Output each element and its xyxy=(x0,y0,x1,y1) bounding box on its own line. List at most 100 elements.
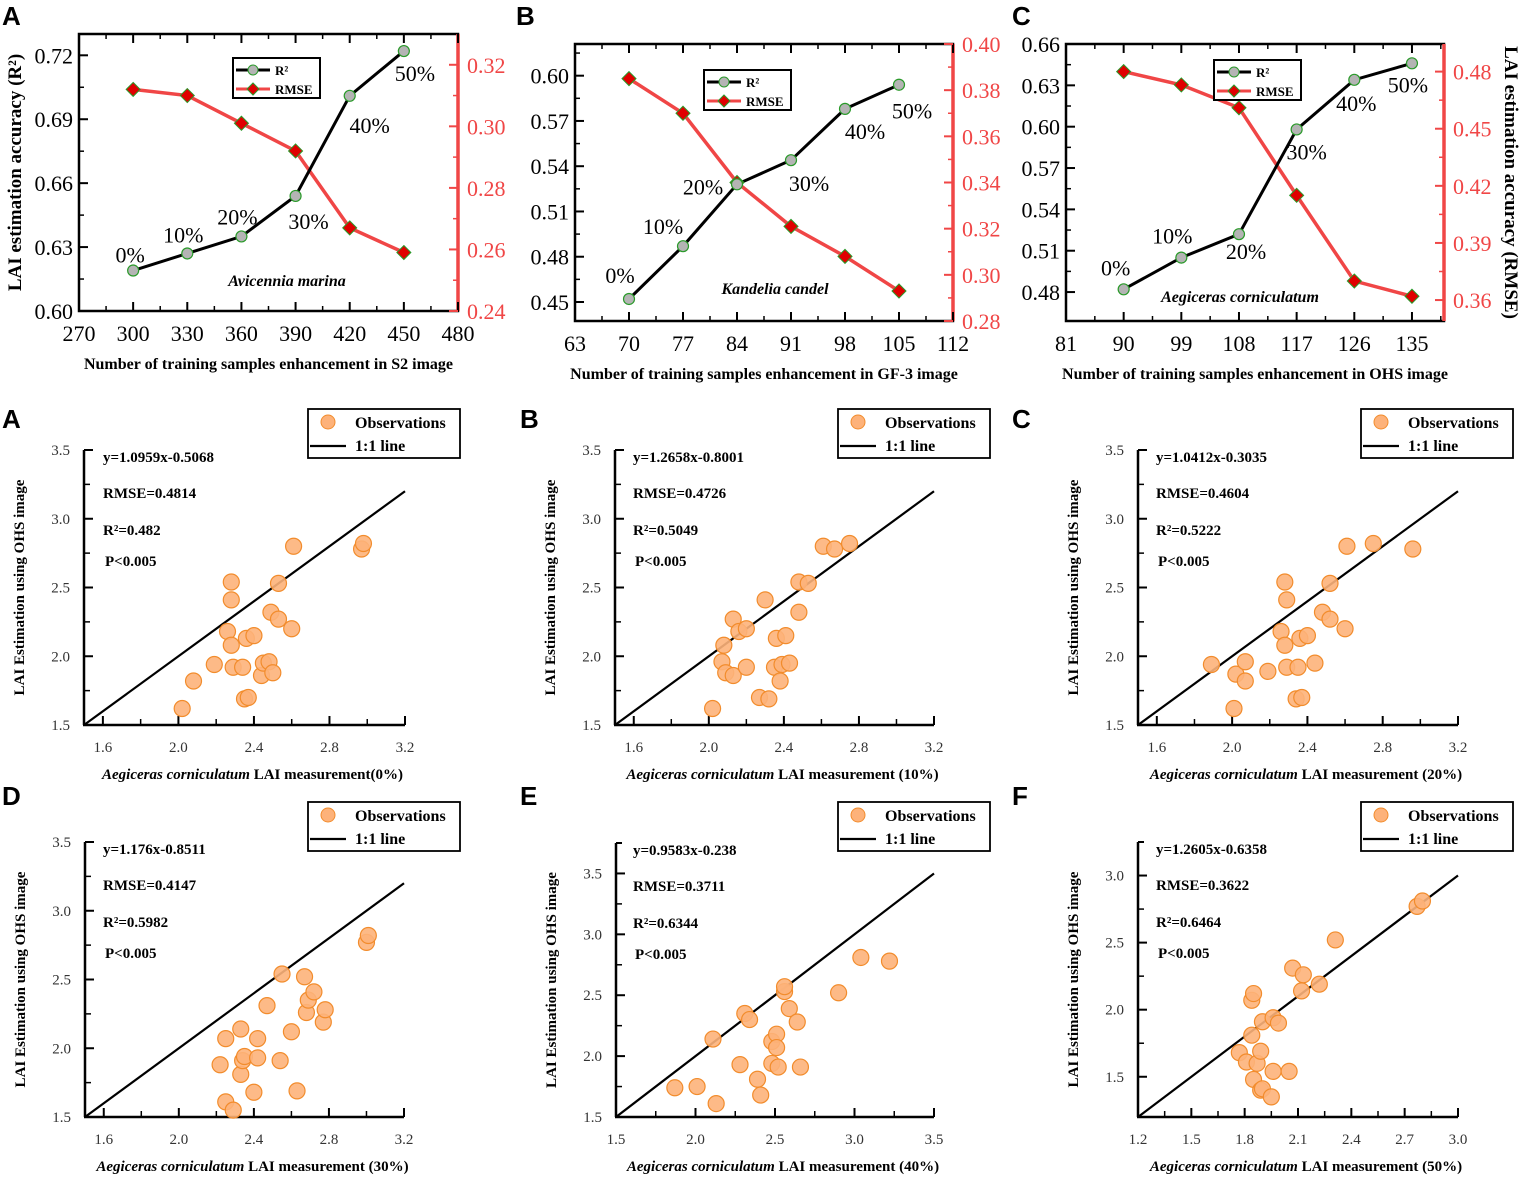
observation-point xyxy=(880,952,899,970)
y-right-tick-label: 0.36 xyxy=(1453,288,1492,313)
observation-point xyxy=(305,983,323,1001)
observation-point xyxy=(1252,1042,1270,1060)
y-axis-title: LAI Estimation using OHS image xyxy=(544,872,560,1088)
y-axis-title: LAI Estimation using OHS image xyxy=(13,871,29,1087)
stat-p: P<0.005 xyxy=(105,554,156,570)
observation-point xyxy=(1364,534,1382,553)
x-tick-label: 3.2 xyxy=(1449,740,1468,756)
point-label: 20% xyxy=(683,174,723,199)
x-tick-label: 2.0 xyxy=(1223,740,1242,756)
rmse-marker xyxy=(675,105,691,121)
x-tick-label: 1.6 xyxy=(624,740,643,756)
species-label: Avicennia marina xyxy=(227,273,346,290)
panel-letter: B xyxy=(520,404,539,434)
y-right-tick-label: 0.45 xyxy=(1453,117,1492,142)
legend-r2-label: R² xyxy=(1256,65,1269,80)
observation-point xyxy=(1243,1026,1261,1044)
y-axis-title: LAI Estimation using OHS image xyxy=(1066,871,1082,1087)
x-tick-label: 1.2 xyxy=(1129,1132,1148,1148)
legend-observation-marker xyxy=(320,807,336,823)
stat-rmse: RMSE=0.4147 xyxy=(103,878,197,894)
observation-point xyxy=(1294,966,1312,984)
scatter-chart-B: B 1.6 2.0 2.4 2.8 3.2 1.5 2.0 2.5 3.0 3.5 y=1.2658x… xyxy=(520,404,991,783)
observation-point xyxy=(295,968,314,986)
legend-observation-marker xyxy=(1373,807,1389,823)
y-tick-label: 1.5 xyxy=(51,718,70,734)
observation-point xyxy=(780,1000,798,1018)
observation-point xyxy=(232,1020,250,1038)
observation-point xyxy=(737,620,755,638)
x-tick-label: 77 xyxy=(672,331,694,356)
legend: Observations 1:1 line xyxy=(1360,801,1514,852)
point-label: 30% xyxy=(288,209,328,234)
y-tick-label: 2.5 xyxy=(1105,936,1124,952)
y-tick-label: 1.5 xyxy=(1105,718,1124,734)
r2-line xyxy=(1122,61,1413,291)
y-left-tick-label: 0.66 xyxy=(35,171,74,196)
x-tick-label: 300 xyxy=(117,321,150,346)
x-tick-label: 480 xyxy=(442,321,475,346)
x-tick-label: 2.4 xyxy=(245,1132,264,1148)
one-to-one-line xyxy=(615,872,935,1118)
y-tick-label: 1.5 xyxy=(52,1110,71,1126)
point-label: 50% xyxy=(1388,72,1428,97)
panel-letter: D xyxy=(2,781,21,811)
y-axis-title: LAI Estimation using OHS image xyxy=(543,479,559,695)
observation-point xyxy=(217,1030,235,1048)
scatter-chart-E: E 1.5 2.0 2.5 3.0 3.5 1.5 2.0 2.5 3.0 3.5 y=0.9583x… xyxy=(520,781,991,1175)
legend: Observations 1:1 line xyxy=(837,801,991,852)
one-to-one-line xyxy=(1137,490,1459,726)
x-tick-label: 126 xyxy=(1338,331,1371,356)
observation-point xyxy=(249,1030,267,1048)
y-tick-label: 3.0 xyxy=(52,904,71,920)
x-tick-label: 108 xyxy=(1222,331,1255,356)
observation-point xyxy=(258,997,276,1015)
x-tick-label: 3.2 xyxy=(925,740,944,756)
y-left-tick-label: 0.48 xyxy=(1022,280,1061,305)
observation-point xyxy=(1276,573,1294,591)
rmse-line xyxy=(628,77,900,293)
stat-p: P<0.005 xyxy=(1158,946,1209,962)
rmse-marker xyxy=(179,87,195,104)
point-label: 40% xyxy=(845,119,885,144)
rmse-marker xyxy=(287,143,304,159)
observation-point xyxy=(715,636,733,654)
observation-point xyxy=(1202,655,1221,674)
y-left-tick-label: 0.72 xyxy=(35,43,74,68)
x-tick-label: 84 xyxy=(726,331,748,356)
y-axis-title: LAI Estimation using OHS image xyxy=(1066,479,1082,695)
y-tick-label: 3.5 xyxy=(52,835,71,851)
y-left-tick-label: 0.66 xyxy=(1022,32,1061,57)
point-label: 0% xyxy=(1101,255,1130,280)
x-axis-title-rest: LAI measurement (50%) xyxy=(1298,1159,1462,1175)
x-tick-label: 2.0 xyxy=(699,740,718,756)
stat-p: P<0.005 xyxy=(635,947,686,963)
rmse-line xyxy=(132,87,405,255)
rmse-marker xyxy=(1173,77,1190,93)
legend-observation-marker xyxy=(850,414,866,430)
point-label: 10% xyxy=(1152,224,1192,249)
x-tick-label: 2.5 xyxy=(766,1132,785,1148)
x-axis-title: Number of training samples enhancement i… xyxy=(84,356,453,373)
y-tick-label: 3.0 xyxy=(51,512,70,528)
observation-point xyxy=(354,534,373,553)
y-right-tick-label: 0.32 xyxy=(467,53,506,78)
legend-rmse-label: RMSE xyxy=(275,82,313,97)
observation-point xyxy=(222,591,240,609)
observation-point xyxy=(245,1083,263,1101)
r2-marker xyxy=(127,264,140,277)
observation-point xyxy=(239,688,257,707)
rmse-marker xyxy=(396,244,412,261)
y-tick-label: 2.0 xyxy=(583,1049,602,1065)
y-left-tick-label: 0.54 xyxy=(1022,197,1061,222)
legend: R² RMSE xyxy=(703,69,792,111)
observation-point xyxy=(269,574,288,592)
y-left-tick-label: 0.60 xyxy=(35,299,74,324)
species-label: Kandelia candel xyxy=(720,281,829,298)
y-left-tick-label: 0.57 xyxy=(531,109,570,134)
r2-line xyxy=(132,49,405,272)
r2-marker xyxy=(676,240,690,253)
x-axis-title-species: Aegiceras corniculatum xyxy=(626,1159,775,1175)
observation-point xyxy=(288,1082,306,1100)
r2-line xyxy=(627,83,900,301)
